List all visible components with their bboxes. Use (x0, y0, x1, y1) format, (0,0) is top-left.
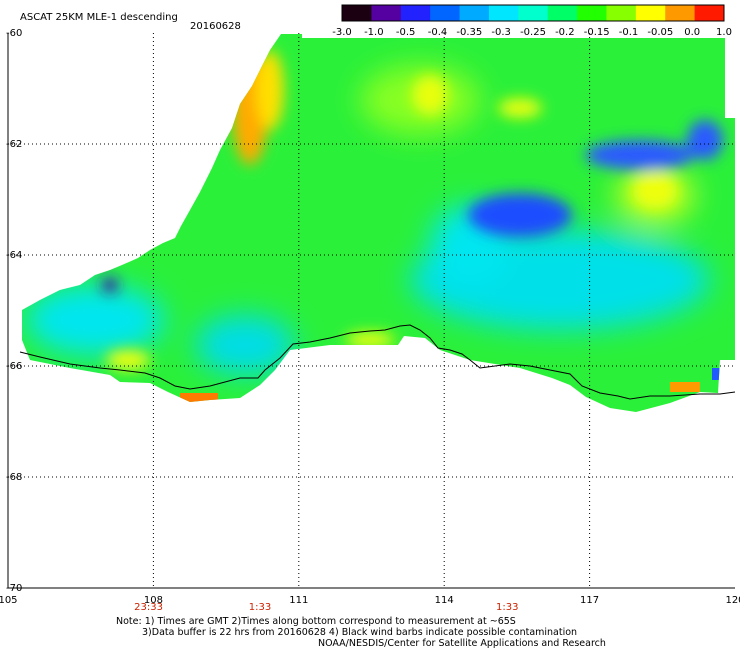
axis-labels: 105 108 111 114 117 120 -60 -62 -64 -66 -68 -70 (0, 28, 740, 606)
time-label: 23:33 (134, 602, 163, 613)
colorbar: -3.0 -1.0 -0.5 -0.4 -0.35 -0.3 -0.25 -0.2 -0.15-… (332, 4, 732, 38)
heatmap-orange-south-2 (670, 382, 700, 392)
heatmap-yellow-northeast (498, 98, 542, 118)
footnote-line-3: NOAA/NESDIS/Center for Satellite Applica… (318, 638, 606, 649)
time-labels: 23:33 1:33 1:33 (134, 602, 518, 613)
chart-date: 20160628 (190, 21, 241, 32)
x-tick-label: 108 (144, 595, 163, 606)
colorbar-tick-label: -0.3 (491, 27, 511, 38)
y-tick-label: -68 (6, 472, 22, 483)
x-tick-label: 120 (725, 595, 740, 606)
heatmap-purple-west (102, 277, 118, 293)
footnote-line-1: Note: 1) Times are GMT 2)Times along bot… (116, 616, 516, 627)
colorbar-tick-label: -0.25 (520, 27, 546, 38)
colorbar-tick-label: -0.5 (396, 27, 416, 38)
heatmap-yellow-north (412, 75, 448, 115)
heatmap-cyan-west (25, 285, 165, 355)
heatmap-orange-south-1 (180, 393, 218, 403)
footnote-line-2: 3)Data buffer is 22 hrs from 20160628 4)… (142, 627, 578, 638)
heatmap-yellow-coast (345, 332, 395, 348)
heatmap-cyan-south-central (195, 315, 295, 375)
chart-title: ASCAT 25KM MLE-1 descending (20, 12, 178, 23)
x-tick-label: 111 (289, 595, 308, 606)
colorbar-tick-label: -0.4 (428, 27, 448, 38)
y-tick-label: -64 (6, 250, 22, 261)
colorbar-tick-label: -0.35 (456, 27, 482, 38)
heatmap-yellow-west-fringe (256, 50, 284, 130)
time-label: 1:33 (496, 602, 518, 613)
colorbar-swatch (342, 5, 372, 21)
colorbar-swatch (694, 5, 725, 21)
colorbar-swatch (371, 5, 402, 21)
heatmap-blue-south (712, 368, 722, 380)
colorbar-tick-label: -0.15 (584, 27, 610, 38)
colorbar-swatch (577, 5, 607, 21)
colorbar-tick-label: -1.0 (364, 27, 384, 38)
y-tick-label: -60 (6, 28, 22, 39)
colorbar-swatch (635, 5, 666, 21)
y-tick-label: -62 (6, 139, 22, 150)
colorbar-tick-label: -3.0 (332, 27, 352, 38)
gridlines (7, 33, 735, 589)
colorbar-swatch (606, 5, 637, 21)
colorbar-tick-label: 0.0 (684, 27, 700, 38)
heatmap-blue-east (585, 140, 695, 170)
coastline (19, 324, 736, 400)
colorbar-swatch (665, 5, 696, 21)
colorbar-tick-label: 1.0 (716, 27, 732, 38)
colorbar-swatch (459, 5, 490, 21)
colorbar-tick-label: -0.2 (555, 27, 575, 38)
y-tick-label: -66 (6, 361, 22, 372)
heatmap-blue-center (468, 193, 572, 237)
colorbar-swatch (518, 5, 549, 21)
heatmap-blue-northeast (687, 120, 723, 160)
colorbar-tick-label: -0.05 (647, 27, 673, 38)
colorbar-border (341, 4, 725, 22)
time-label: 1:33 (249, 602, 271, 613)
colorbar-swatch (488, 5, 519, 21)
colorbar-tick-label: -0.1 (619, 27, 639, 38)
y-tick-label: -70 (6, 583, 22, 594)
x-tick-label: 117 (580, 595, 599, 606)
x-tick-label: 114 (435, 595, 454, 606)
colorbar-swatch (400, 5, 431, 21)
colorbar-swatch (547, 5, 578, 21)
x-tick-label: 105 (0, 595, 18, 606)
heatmap-yellow-shelf (106, 350, 150, 370)
colorbar-swatch (430, 5, 461, 21)
heatmap-yellow-east (633, 172, 677, 208)
